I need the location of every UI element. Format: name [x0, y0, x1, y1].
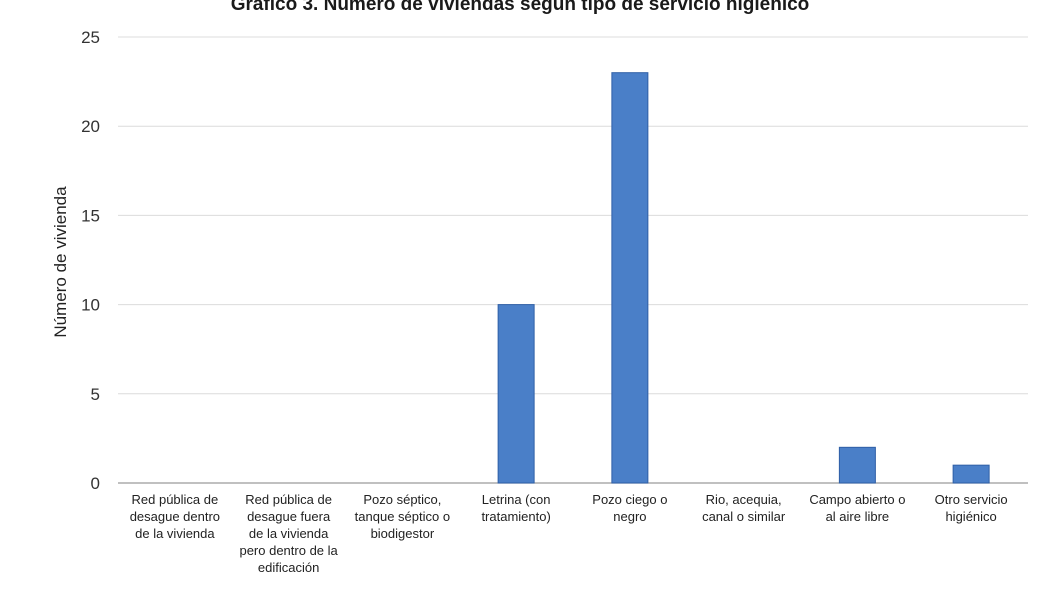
x-category-labels: Red pública de desague dentro de la vivien…: [130, 492, 1008, 575]
y-tick-labels: 0 5 10 15 20 25: [81, 28, 100, 493]
x-category-label: Red pública de desague fuera de la viviend…: [239, 492, 338, 575]
y-tick-label: 25: [81, 28, 100, 47]
x-category-label: Campo abierto o al aire libre: [809, 492, 905, 524]
y-tick-label: 15: [81, 206, 100, 225]
y-axis-title: Número de vivienda: [51, 186, 70, 338]
y-tick-label: 5: [91, 385, 100, 404]
y-tick-label: 0: [91, 474, 100, 493]
bar: [497, 304, 535, 484]
x-category-label: Letrina (con tratamiento): [481, 492, 550, 524]
bar: [838, 446, 876, 484]
x-category-label: Red pública de desague dentro de la vivien…: [130, 492, 220, 541]
y-tick-label: 20: [81, 117, 100, 136]
x-category-label: Otro servicio higiénico: [935, 492, 1008, 524]
y-tick-label: 10: [81, 296, 100, 315]
bars: [497, 72, 990, 484]
grid-lines: [118, 36, 1028, 484]
x-category-label: Rio, acequia, canal o similar: [702, 492, 786, 524]
chart-title: Gráfico 3. Número de viviendas según tip…: [230, 0, 810, 15]
bar: [611, 72, 649, 484]
x-category-label: Pozo ciego o negro: [592, 492, 667, 524]
bar: [952, 464, 990, 484]
x-category-label: Pozo séptico, tanque séptico o biodigestor: [355, 492, 450, 541]
